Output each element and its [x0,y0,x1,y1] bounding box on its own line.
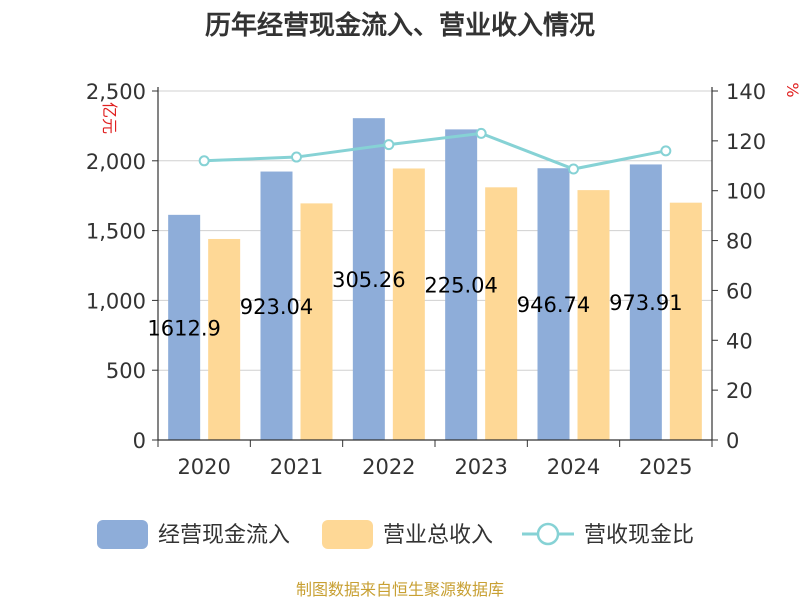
bar-data-label: 973.91 [609,291,682,315]
legend: 经营现金流入 营业总收入 营收现金比 [97,520,694,549]
x-axis-tick-label: 2024 [547,455,600,479]
grid-lines [158,90,712,371]
right-axis-tick-label: 140 [726,80,766,104]
x-axis-tick-label: 2021 [270,455,323,479]
legend-label-ratio: 营收现金比 [584,523,694,548]
legend-label-cash-inflow: 经营现金流入 [158,523,290,548]
legend-label-revenue: 营业总收入 [383,523,493,548]
right-axis-tick-label: 0 [726,429,739,453]
left-axis-unit: 亿元 [100,102,119,134]
bar [485,187,518,440]
left-axis-tick-label: 1,000 [86,289,146,313]
bar [537,168,570,440]
bar [300,203,333,440]
bar-labels: 1612.9 923.04 305.26 225.04 946.74 973.91 [147,268,682,340]
ratio-line-path [204,131,667,171]
bar-data-label: 1612.9 [147,316,220,340]
chart-title: 历年经营现金流入、营业收入情况 [205,10,595,41]
bar-data-label: 225.04 [424,274,497,298]
ratio-point [291,151,302,163]
x-axis-tick-label: 2020 [177,455,230,479]
ratio-point [568,163,579,175]
left-axis-tick-label: 2,500 [86,80,146,104]
right-axis-tick-label: 120 [726,130,766,154]
bar-data-label: 946.74 [517,293,590,317]
bars [168,118,702,441]
bar [669,202,702,440]
ratio-point [198,155,210,167]
axes: 0 500 1,000 1,500 2,000 2,500 0 20 40 60 80 100 120 1… [86,80,800,479]
bar-data-label: 923.04 [240,295,313,319]
bar [260,171,293,440]
right-axis-tick-label: 40 [726,329,753,353]
bar [392,168,425,440]
ratio-line [198,127,672,175]
right-axis-unit: % [783,82,800,97]
left-axis-tick-label: 0 [133,429,146,453]
legend-swatch-ratio-marker [536,522,560,546]
bar-data-label: 305.26 [332,268,405,292]
bar [208,238,241,440]
right-axis-tick-label: 80 [726,230,753,254]
legend-swatch-revenue [322,520,373,549]
right-axis-tick-label: 20 [726,379,753,403]
x-axis-tick-label: 2022 [362,455,415,479]
right-axis-tick-label: 100 [726,180,766,204]
bar [629,164,662,440]
bar [168,214,201,440]
x-axis-tick-label: 2023 [454,455,507,479]
bar [577,190,610,440]
left-axis-tick-label: 500 [106,359,146,383]
ratio-point [660,145,672,157]
left-axis-tick-label: 1,500 [86,220,146,244]
bar [352,118,385,441]
bar [445,129,478,441]
legend-swatch-cash-inflow [97,520,148,549]
right-axis-tick-label: 60 [726,279,753,303]
ratio-point [475,127,487,139]
source-note: 制图数据来自恒生聚源数据库 [296,580,504,599]
x-axis-tick-label: 2025 [639,455,692,479]
ratio-point [383,139,395,151]
left-axis-tick-label: 2,000 [86,150,146,174]
